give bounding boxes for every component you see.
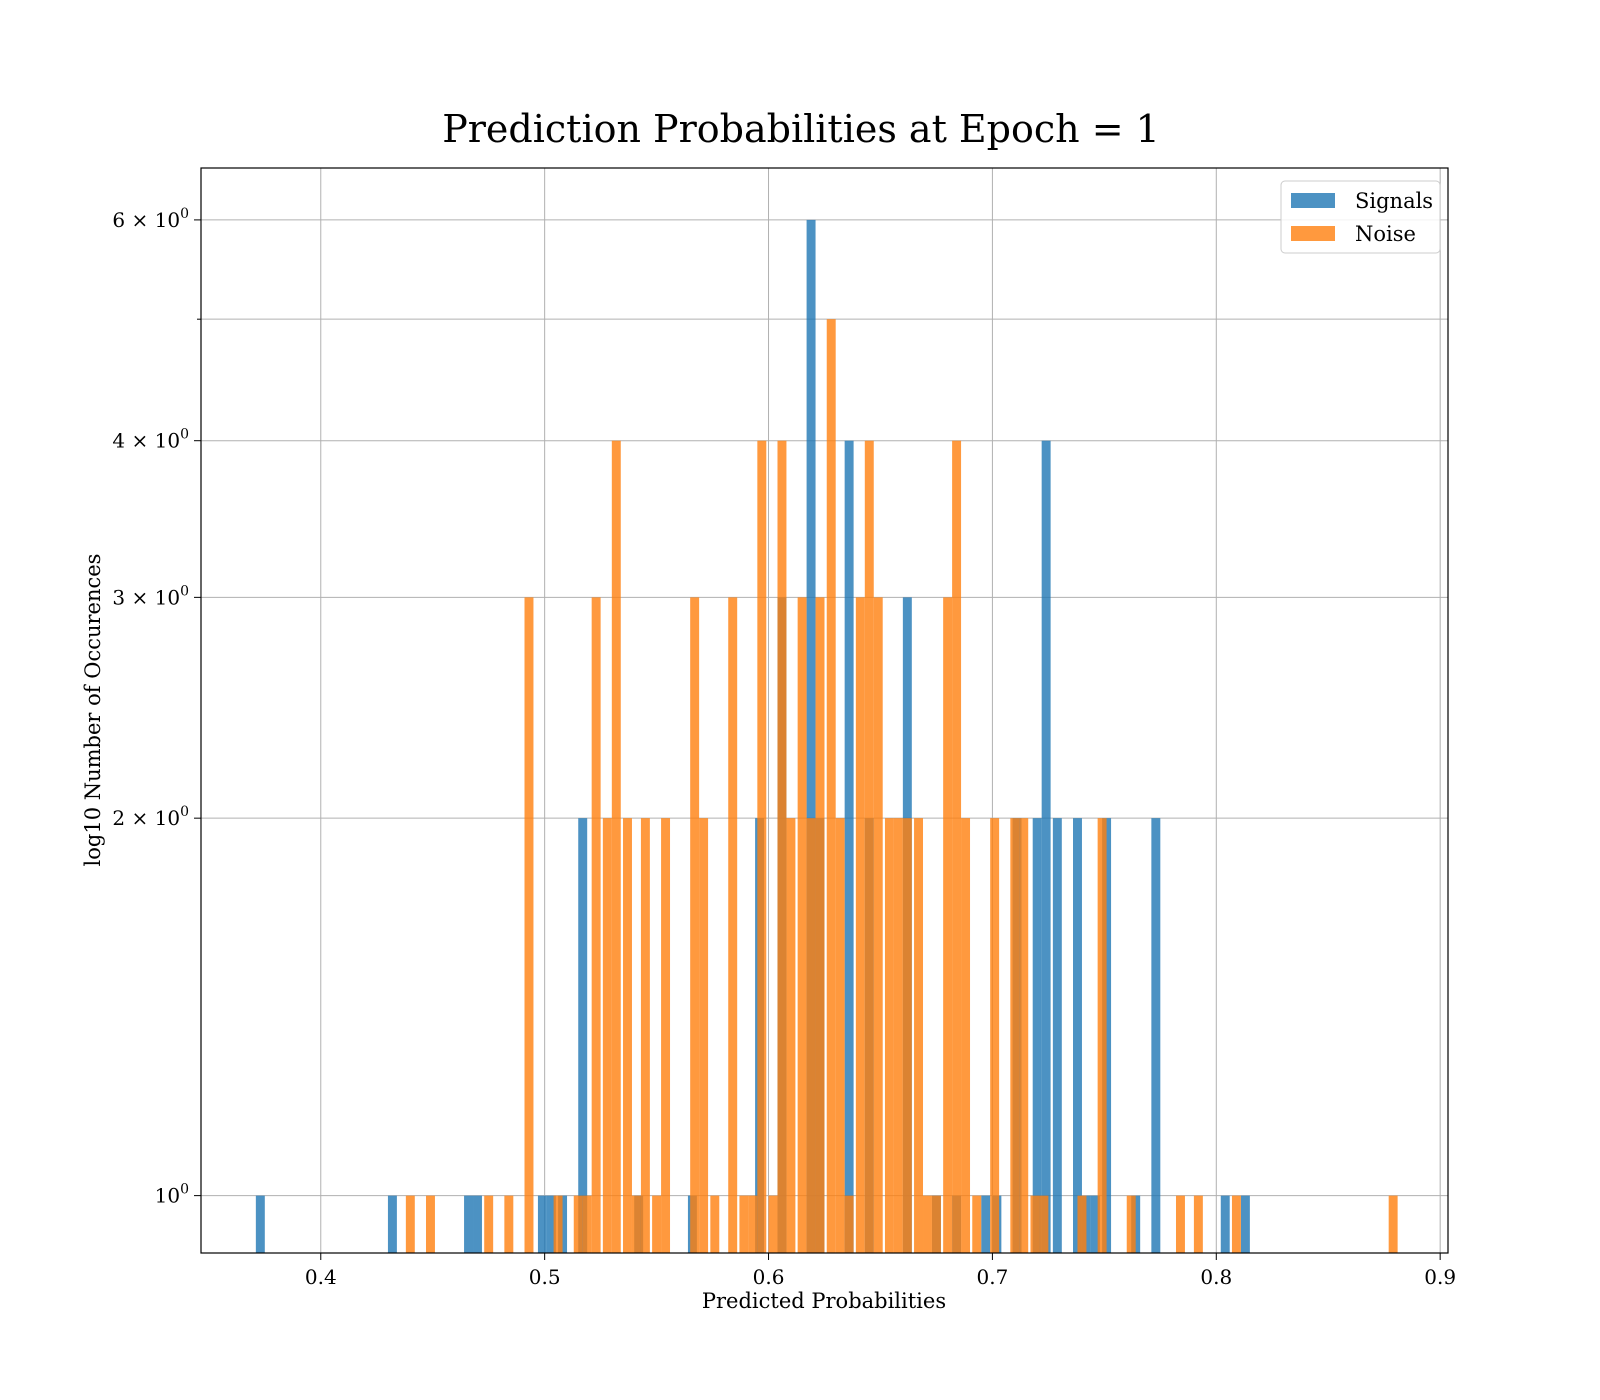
bar-signals <box>546 1195 556 1253</box>
x-axis-ticks: 0.4 0.5 0.6 0.7 0.8 0.9 <box>305 1253 1456 1289</box>
bar-signals <box>1240 1195 1250 1253</box>
bar-signals <box>473 1195 482 1253</box>
bar-signals <box>537 1195 547 1253</box>
bar-noise <box>573 1195 583 1253</box>
bar-noise <box>640 818 650 1253</box>
bar-noise <box>990 818 1000 1253</box>
bar-signals <box>255 1195 265 1253</box>
bar-signals <box>806 219 816 1253</box>
bar-noise <box>1193 1195 1203 1253</box>
bar-signals <box>1032 818 1042 1253</box>
x-tick-label: 0.9 <box>1424 1265 1456 1289</box>
bar-noise <box>757 440 767 1253</box>
bar-noise <box>914 818 924 1253</box>
bar-noise <box>768 1195 778 1253</box>
plot-frame <box>200 167 1449 1254</box>
x-axis-label: Predicted Probabilities <box>702 1289 946 1313</box>
y-tick-label: 100 <box>155 1182 189 1208</box>
bar-noise <box>806 818 816 1253</box>
bar-noise <box>661 818 671 1253</box>
bar-noise <box>710 1195 720 1253</box>
bar-noise <box>728 597 738 1253</box>
bar-noise <box>1077 1195 1087 1253</box>
legend: Signals Noise <box>1280 180 1441 254</box>
bar-noise <box>786 818 796 1253</box>
legend-swatch-signals <box>1291 193 1335 208</box>
y-tick-label: 4 × 100 <box>112 427 189 453</box>
bar-noise <box>1097 818 1107 1253</box>
x-tick-label: 0.7 <box>977 1265 1009 1289</box>
legend-label-signals: Signals <box>1355 189 1433 213</box>
bar-noise <box>1231 1195 1241 1253</box>
y-axis-ticks: 100 2 × 100 3 × 100 4 × 100 6 × 100 <box>112 206 201 1208</box>
bar-noise <box>602 818 612 1253</box>
legend-label-noise: Noise <box>1355 222 1416 246</box>
bar-signals <box>1073 818 1082 1253</box>
y-axis-label: log10 Number of Occurences <box>81 554 105 867</box>
bar-noise <box>553 1195 563 1253</box>
bar-noise <box>1039 1195 1049 1253</box>
bar-signals <box>844 440 854 1253</box>
bar-noise <box>931 1195 941 1253</box>
bar-signals <box>1052 818 1062 1253</box>
bar-noise <box>652 1195 662 1253</box>
y-tick-label: 2 × 100 <box>112 804 189 830</box>
x-tick-label: 0.4 <box>305 1265 337 1289</box>
bar-noise <box>952 440 962 1253</box>
bar-noise <box>826 319 836 1253</box>
bar-signals <box>387 1195 397 1253</box>
bar-noise <box>797 597 807 1253</box>
bar-noise <box>902 818 912 1253</box>
bar-noise <box>504 1195 514 1253</box>
bar-noise <box>873 597 883 1253</box>
bar-noise <box>1019 818 1029 1253</box>
x-tick-label: 0.6 <box>753 1265 785 1289</box>
bar-noise <box>405 1195 415 1253</box>
legend-swatch-noise <box>1291 226 1335 241</box>
bar-noise <box>591 597 601 1253</box>
bars <box>255 219 1398 1253</box>
bar-signals <box>578 818 588 1253</box>
bar-noise <box>961 818 971 1253</box>
bar-signals <box>464 1195 474 1253</box>
bar-noise <box>972 1195 982 1253</box>
bar-noise <box>844 1195 854 1253</box>
bar-signals <box>1090 1195 1100 1253</box>
x-tick-label: 0.8 <box>1200 1265 1232 1289</box>
y-tick-label: 3 × 100 <box>112 583 189 609</box>
bar-noise <box>1010 818 1020 1253</box>
bar-noise <box>855 597 865 1253</box>
x-tick-label: 0.5 <box>529 1265 561 1289</box>
bar-noise <box>893 818 903 1253</box>
bar-noise <box>1030 1195 1040 1253</box>
bar-noise <box>864 440 874 1253</box>
bar-noise <box>815 597 825 1253</box>
bar-noise <box>739 1195 749 1253</box>
bar-noise <box>748 1195 758 1253</box>
bar-noise <box>1126 1195 1136 1253</box>
bar-noise <box>943 597 953 1253</box>
bar-noise <box>1175 1195 1185 1253</box>
bar-signals <box>981 1195 991 1253</box>
bar-noise <box>524 597 534 1253</box>
bar-noise <box>484 1195 494 1253</box>
bar-noise <box>582 1195 592 1253</box>
bar-signals <box>1151 818 1161 1253</box>
bar-noise <box>1388 1195 1398 1253</box>
chart-title: Prediction Probabilities at Epoch = 1 <box>442 107 1160 151</box>
bar-signals <box>1041 440 1051 1253</box>
bar-noise <box>884 818 894 1253</box>
bar-noise <box>425 1195 435 1253</box>
bar-noise <box>690 597 700 1253</box>
y-tick-label: 6 × 100 <box>112 206 189 232</box>
bar-noise <box>923 1195 932 1253</box>
bar-noise <box>631 1195 641 1253</box>
bar-noise <box>777 440 787 1253</box>
bar-signals <box>1220 1195 1230 1253</box>
bar-noise <box>611 440 621 1253</box>
bar-noise <box>699 818 709 1253</box>
bar-noise <box>835 818 845 1253</box>
bar-noise <box>623 818 632 1253</box>
